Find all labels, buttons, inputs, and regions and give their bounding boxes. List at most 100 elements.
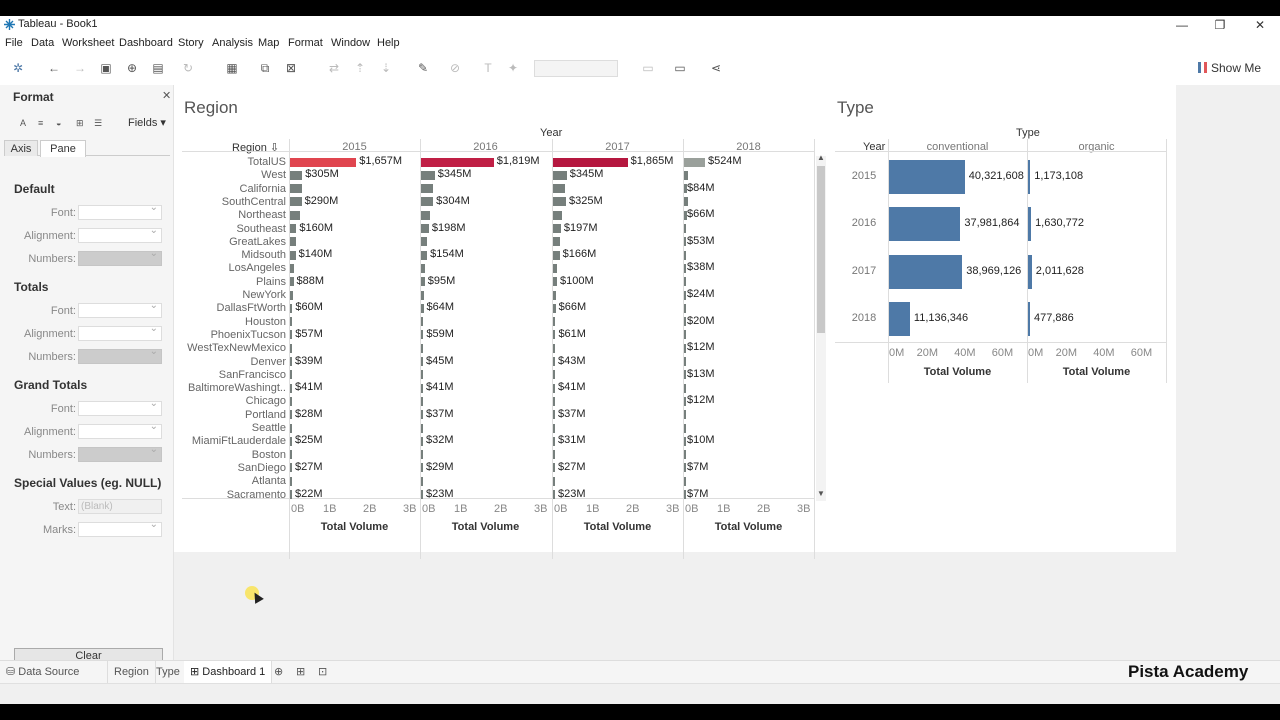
cards-icon[interactable]: ▭ — [642, 61, 654, 75]
duplicate-icon[interactable]: ⧉ — [260, 61, 270, 75]
close-pane-icon[interactable]: ✕ — [162, 90, 172, 102]
new-dashboard-tab-icon[interactable]: ⊞ — [296, 666, 306, 678]
presentation-icon[interactable]: ▭ — [674, 61, 686, 75]
tab-region[interactable]: Region — [108, 661, 156, 683]
menu-dashboard[interactable]: Dashboard — [119, 37, 173, 49]
totals-font-select[interactable] — [78, 300, 162, 318]
menu-window[interactable]: Window — [331, 37, 371, 49]
tableau-home-icon[interactable]: ✲ — [12, 61, 24, 75]
default-numbers-select[interactable] — [78, 248, 162, 266]
menu-format[interactable]: Format — [288, 37, 323, 49]
axis-title: Total Volume — [451, 521, 520, 533]
default-alignment-select[interactable] — [78, 225, 162, 243]
highlight-icon[interactable]: ✎ — [417, 61, 429, 75]
data-label: $57M — [295, 327, 323, 340]
bar-Denver-2018 — [684, 357, 686, 366]
tab-dashboard-1[interactable]: ⊞ Dashboard 1 — [184, 661, 273, 683]
data-label: 38,969,126 — [966, 264, 1022, 277]
new-story-tab-icon[interactable]: ⊡ — [318, 666, 328, 678]
bar-WestTexNewMexico-2015 — [290, 343, 292, 353]
year-row-label: 2018 — [851, 311, 877, 324]
bar-Northeast-2015 — [290, 210, 300, 220]
menu-map[interactable]: Map — [258, 37, 280, 49]
bar-DallasFtWorth-2016 — [421, 303, 424, 313]
bar-GreatLakes-2017 — [553, 237, 560, 247]
undo-icon[interactable]: ← — [48, 61, 60, 75]
labels-icon[interactable]: T — [484, 61, 492, 75]
redo-icon[interactable]: → — [74, 61, 86, 75]
default-font-select[interactable] — [78, 202, 162, 220]
fields-label: Fields — [128, 117, 158, 129]
sort-descending-icon[interactable]: ⇣ — [380, 61, 392, 75]
swap-icon[interactable]: ⇄ — [328, 61, 340, 75]
clear-sheet-icon[interactable]: ⊠ — [285, 61, 297, 75]
bar-Chicago-2016 — [421, 396, 423, 406]
data-label: 37,981,864 — [964, 217, 1020, 230]
bar-GreatLakes-2015 — [290, 237, 296, 247]
tab-pane[interactable]: Pane — [40, 140, 86, 157]
grand-totals-alignment-select[interactable] — [78, 421, 162, 439]
bar-Houston-2016 — [421, 317, 424, 327]
scroll-down-icon[interactable]: ▼ — [817, 489, 825, 498]
totals-numbers-select[interactable] — [78, 346, 162, 364]
data-label: $39M — [295, 354, 323, 367]
data-source-tab[interactable]: ⛁ Data Source — [0, 661, 108, 683]
show-me-button[interactable]: Show Me — [1198, 61, 1261, 75]
sort-icon[interactable]: ⇩ — [269, 142, 280, 154]
special-text-field[interactable]: (Blank) — [78, 499, 162, 514]
menu-help[interactable]: Help — [377, 37, 400, 49]
special-marks-select[interactable] — [78, 519, 162, 537]
tab-type[interactable]: Type — [150, 661, 187, 683]
new-worksheet-icon[interactable]: ▦ — [226, 61, 238, 75]
fit-dropdown[interactable] — [534, 60, 618, 77]
axis-tick: 60M — [991, 347, 1014, 359]
format-shading-icon[interactable]: ◒ — [56, 118, 62, 128]
menu-story[interactable]: Story — [178, 37, 204, 49]
format-lines-icon[interactable]: ☰ — [94, 118, 103, 128]
scroll-up-icon[interactable]: ▲ — [817, 153, 825, 162]
restore-icon[interactable]: ❐ — [1214, 18, 1226, 32]
menu-worksheet[interactable]: Worksheet — [62, 37, 115, 49]
format-borders-icon[interactable]: ⊞ — [76, 118, 84, 128]
bar-Midsouth-2018 — [684, 250, 686, 260]
region-label: PhoenixTucson — [210, 328, 286, 341]
fields-dropdown[interactable]: Fields ▾ — [128, 117, 166, 129]
bar-Boston-2017 — [553, 450, 555, 460]
data-label: $60M — [295, 301, 323, 314]
data-label: $45M — [426, 354, 454, 367]
bar-organic-2017 — [1028, 254, 1032, 289]
new-worksheet-tab-icon[interactable]: ⊕ — [274, 666, 284, 678]
group-icon[interactable]: ⊘ — [449, 61, 461, 75]
tab-axis[interactable]: Axis — [4, 140, 38, 156]
bar-MiamiFtLauderdale-2015 — [290, 436, 292, 446]
bar-SouthCentral-2018 — [684, 197, 688, 207]
region-scrollbar[interactable]: ▲ ▼ — [816, 153, 826, 501]
pause-updates-icon[interactable]: ▤ — [152, 61, 164, 75]
scroll-thumb[interactable] — [817, 166, 825, 333]
grand-totals-numbers-select[interactable] — [78, 444, 162, 462]
refresh-icon[interactable]: ↻ — [182, 61, 194, 75]
save-icon[interactable]: ▣ — [100, 61, 112, 75]
axis-tick: 2B — [626, 503, 640, 515]
close-icon[interactable]: ✕ — [1254, 18, 1266, 32]
bar-Sacramento-2015 — [290, 490, 292, 499]
data-label: $10M — [687, 434, 715, 447]
bar-Portland-2017 — [553, 410, 555, 420]
sort-ascending-icon[interactable]: ⇡ — [354, 61, 366, 75]
region-field-header[interactable]: Region ⇩ — [232, 141, 279, 154]
grand-totals-font-select[interactable] — [78, 398, 162, 416]
axis-tick: 1B — [586, 503, 600, 515]
format-alignment-icon[interactable]: ≡ — [38, 118, 44, 128]
format-font-icon[interactable]: A — [20, 118, 27, 128]
special-marks-label: Marks: — [43, 524, 76, 536]
region-label: DallasFtWorth — [216, 302, 286, 315]
minimize-icon[interactable]: — — [1176, 18, 1188, 32]
menu-file[interactable]: File — [5, 37, 23, 49]
totals-alignment-select[interactable] — [78, 323, 162, 341]
pin-icon[interactable]: ✦ — [507, 61, 519, 75]
data-label: $1,657M — [359, 155, 403, 167]
new-data-source-icon[interactable]: ⊕ — [126, 61, 138, 75]
menu-data[interactable]: Data — [31, 37, 55, 49]
menu-analysis[interactable]: Analysis — [212, 37, 253, 49]
share-icon[interactable]: ⋖ — [710, 61, 722, 75]
